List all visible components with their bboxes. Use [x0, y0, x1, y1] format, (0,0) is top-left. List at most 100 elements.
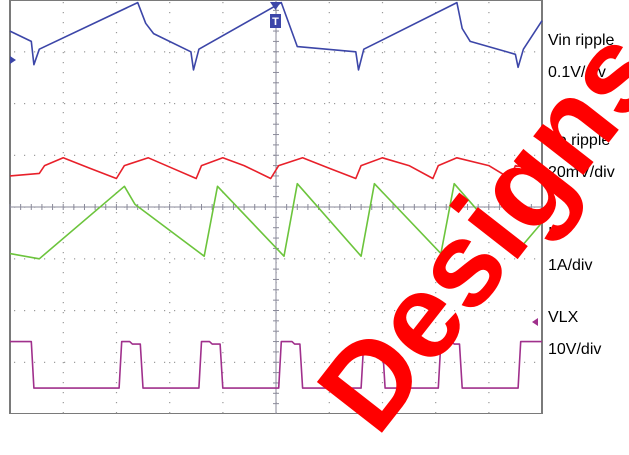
grid-dot [224, 361, 226, 363]
grid-dot [264, 258, 266, 260]
grid-dot [222, 22, 224, 24]
grid-dot [62, 322, 64, 324]
grid-dot [484, 258, 486, 260]
grid-dot [194, 310, 196, 312]
grid-dot [222, 252, 224, 254]
grid-dot [115, 42, 118, 44]
grid-dot [381, 22, 384, 24]
grid-dot [222, 262, 224, 264]
grid-dot [284, 310, 286, 312]
grid-dot [62, 12, 64, 14]
grid-dot [424, 51, 426, 53]
grid-dot [174, 310, 176, 312]
grid-dot [222, 112, 224, 114]
grid-dot [435, 262, 437, 264]
grid-dot [381, 222, 384, 224]
grid-dot [124, 51, 126, 53]
grid-dot [115, 152, 118, 154]
grid-dot [64, 361, 66, 363]
grid-dot [64, 154, 66, 156]
grid-dot [328, 92, 330, 94]
grid-dot [169, 42, 171, 44]
grid-dot [114, 310, 116, 312]
trace-il [9, 182, 543, 260]
grid-dot [34, 103, 36, 105]
grid-dot [164, 310, 166, 312]
grid-dot [488, 132, 490, 134]
grid-dot [464, 103, 466, 105]
grid-dot [62, 252, 64, 254]
grid-dot [328, 112, 330, 114]
grid-dot [435, 362, 437, 364]
grid-dot [434, 361, 436, 363]
grid-dot [24, 310, 26, 312]
grid-dot [74, 310, 76, 312]
grid-dot [314, 154, 316, 156]
grid-dot [328, 392, 330, 394]
grid-dot [488, 372, 490, 374]
grid-dot [104, 103, 106, 105]
grid-dot [324, 103, 326, 105]
grid-dot [514, 51, 516, 53]
grid-dot [435, 372, 437, 374]
grid-dot [404, 51, 406, 53]
grid-dot [384, 310, 386, 312]
grid-dot [328, 162, 330, 164]
grid-dot [294, 258, 296, 260]
grid-dot [324, 361, 326, 363]
grid-dot [284, 51, 286, 53]
grid-dot [464, 154, 466, 156]
grid-dot [381, 202, 384, 204]
grid-dot [334, 51, 336, 53]
grid-dot [334, 310, 336, 312]
grid-dot [115, 412, 118, 414]
grid-dot [488, 322, 490, 324]
grid-dot [222, 72, 224, 74]
grid-dot [381, 302, 384, 304]
grid-dot [115, 32, 118, 34]
grid-dot [384, 361, 386, 363]
grid-dot [381, 162, 384, 164]
grid-dot [328, 382, 330, 384]
grid-dot [474, 154, 476, 156]
grid-dot [114, 51, 116, 53]
grid-dot [54, 154, 56, 156]
grid-dot [488, 402, 490, 404]
grid-dot [169, 32, 171, 34]
grid-dot [144, 258, 146, 260]
grid-dot [381, 32, 384, 34]
grid-dot [222, 202, 224, 204]
grid-dot [169, 262, 171, 264]
grid-dot [328, 302, 330, 304]
grid-dot [374, 51, 376, 53]
grid-dot [169, 162, 171, 164]
grid-dot [214, 310, 216, 312]
grid-dot [435, 62, 437, 64]
grid-dot [64, 103, 66, 105]
grid-dot [115, 272, 118, 274]
grid-dot [435, 292, 437, 294]
grid-dot [474, 51, 476, 53]
grid-dot [62, 232, 64, 234]
grid-dot [488, 392, 490, 394]
grid-dot [334, 103, 336, 105]
grid-dot [364, 154, 366, 156]
grid-dot [414, 51, 416, 53]
grid-dot [494, 103, 496, 105]
grid-dot [435, 302, 437, 304]
grid-dot [169, 202, 171, 204]
grid-dot [464, 361, 466, 363]
grid-dot [434, 154, 436, 156]
grid-dot [222, 302, 224, 304]
grid-dot [115, 52, 118, 54]
grid-dot [115, 382, 118, 384]
grid-dot [264, 154, 266, 156]
grid-dot [488, 12, 490, 14]
grid-dot [62, 262, 64, 264]
grid-dot [434, 310, 436, 312]
grid-dot [488, 2, 490, 4]
grid-dot [394, 51, 396, 53]
grid-dot [488, 282, 490, 284]
grid-dot [62, 292, 64, 294]
label-vo-ripple: Vo ripple 20mV/div [548, 129, 615, 185]
